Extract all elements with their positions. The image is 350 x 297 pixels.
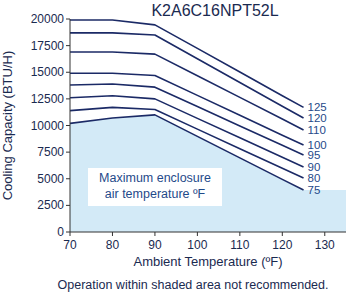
x-tick [282,232,283,236]
y-tick [66,152,70,153]
x-tick [112,232,113,236]
series-label: 95 [308,149,321,161]
y-tick [66,72,70,73]
x-tick [70,232,71,236]
y-tick-label: 2500 [37,198,64,212]
x-tick-label: 110 [230,238,249,252]
x-tick [324,232,325,236]
x-tick-label: 130 [315,238,335,252]
annotation: Maximum enclosure [99,171,211,185]
series-label: 75 [308,184,321,196]
annotation: air temperature ºF [105,187,206,201]
x-tick-label: 90 [148,238,162,252]
y-tick-label: 5000 [37,172,64,186]
y-tick [66,232,70,233]
series-label: 120 [308,112,327,124]
series-line [70,115,304,190]
x-axis [70,232,346,233]
series-line [70,33,304,118]
y-tick [66,125,70,126]
y-tick-label: 7500 [37,145,64,159]
x-tick [154,232,155,236]
note: Operation within shaded area not recomme… [58,278,329,292]
x-tick-label: 80 [106,238,120,252]
y-tick-label: 17500 [31,39,65,53]
y-axis-label: Cooling Capacity (BTU/H) [0,51,15,201]
series-labels: 12512011010095908075 [308,101,327,196]
y-tick [66,178,70,179]
y-tick [66,98,70,99]
title: K2A6C16NPT52L [151,2,278,19]
x-axis-label: Ambient Temperature (ºF) [133,254,282,269]
x-tick [197,232,198,236]
x-tick-label: 120 [272,238,292,252]
y-tick [66,45,70,46]
y-tick-label: 20000 [31,12,65,26]
y-tick-label: 10000 [31,119,65,133]
y-tick-label: 0 [57,225,64,239]
annotation-box [88,168,222,206]
y-tick-label: 12500 [31,92,65,106]
series-label: 80 [308,172,321,184]
chart: 12512011010095908075 0 2500 5000 7500 10000 12… [0,0,350,297]
y-tick-label: 15000 [31,65,65,79]
y-tick [66,205,70,206]
series-line [70,107,304,178]
y-tick [66,19,70,20]
x-tick-label: 70 [63,238,77,252]
not-recommended-area [70,115,346,232]
x-tick-label: 100 [187,238,207,252]
series-label: 110 [308,124,326,136]
plot-area [70,20,346,232]
x-tick [239,232,240,236]
